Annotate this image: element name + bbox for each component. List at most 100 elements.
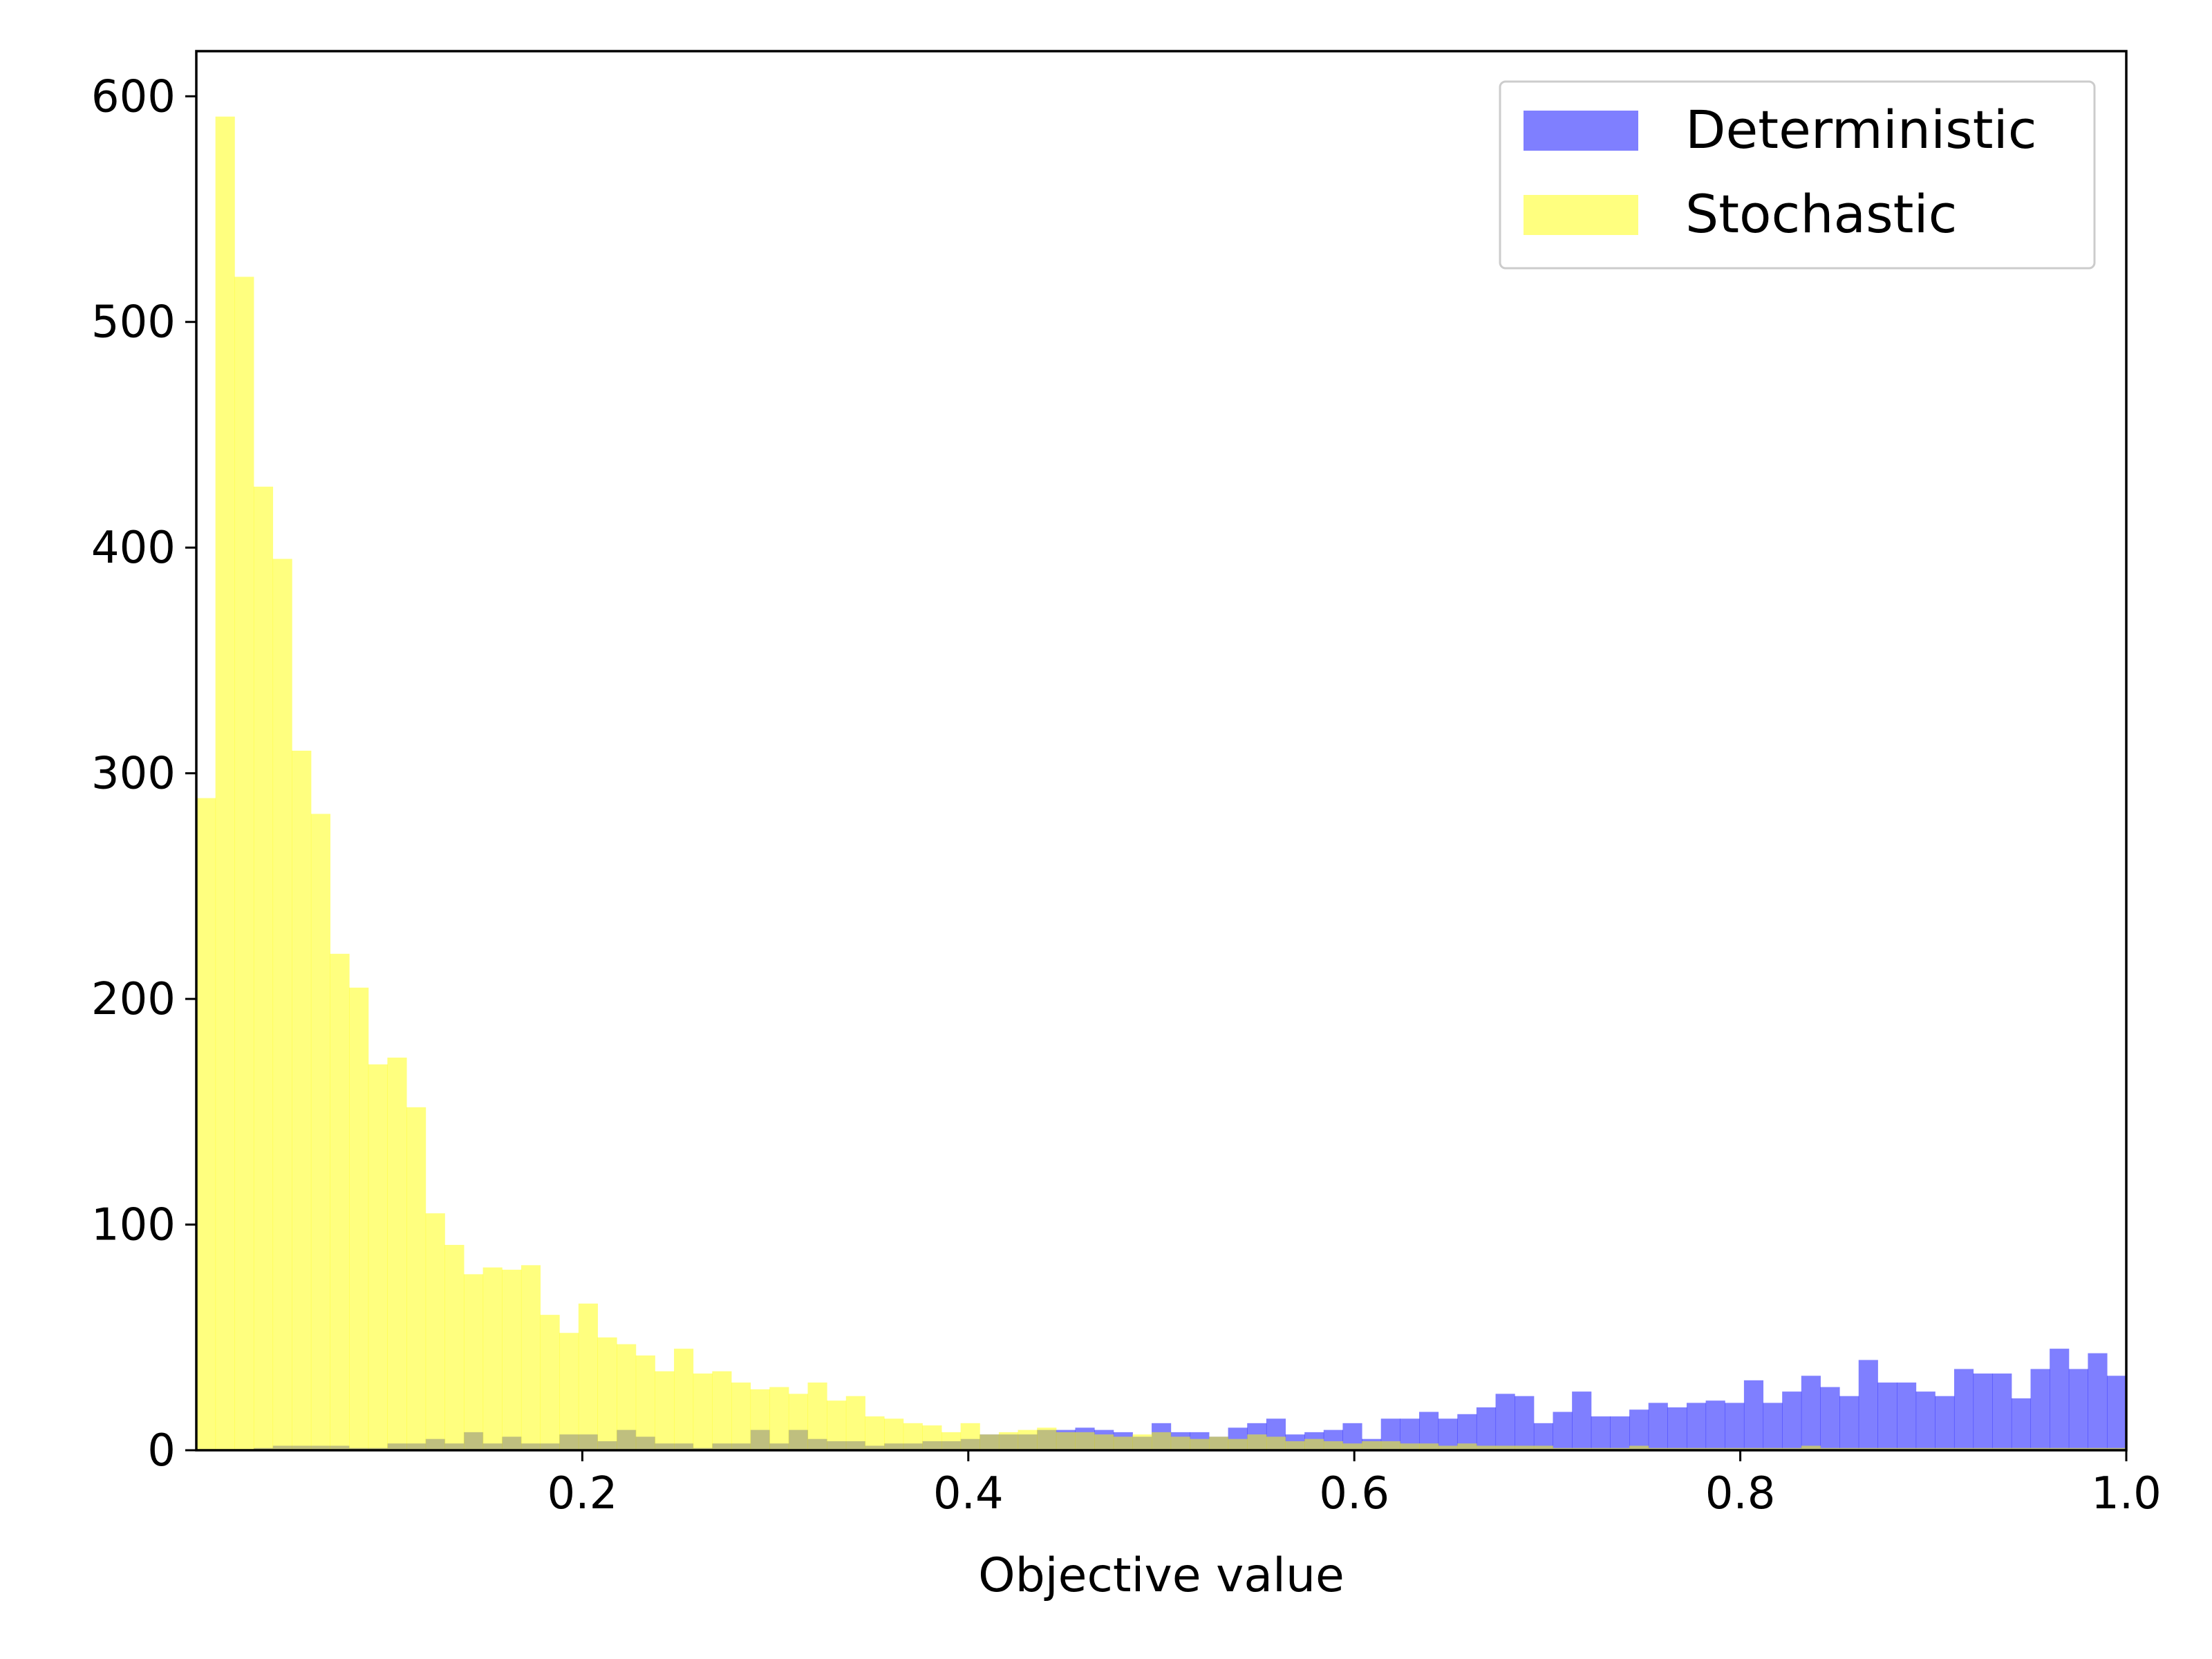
legend-swatch-deterministic [1524, 111, 1638, 151]
y-tick-label: 200 [91, 974, 176, 1025]
bar-stochastic-32 [807, 1382, 827, 1450]
bar-deterministic-93 [1973, 1374, 1993, 1450]
bar-stochastic-26 [693, 1374, 713, 1450]
x-axis-title: Objective value [978, 1548, 1344, 1603]
y-tick-label: 500 [91, 297, 176, 348]
x-tick-label: 0.6 [1319, 1468, 1389, 1519]
bar-stochastic-9 [368, 1064, 388, 1450]
bar-stochastic-60 [1342, 1443, 1362, 1450]
bar-deterministic-96 [2030, 1369, 2050, 1450]
bar-deterministic-75 [1629, 1409, 1649, 1450]
bar-deterministic-68 [1495, 1394, 1515, 1450]
bar-stochastic-2 [234, 276, 254, 1450]
bar-stochastic-4 [272, 559, 292, 1450]
bar-stochastic-33 [827, 1400, 847, 1450]
bar-stochastic-7 [330, 953, 350, 1450]
bar-stochastic-43 [1018, 1430, 1038, 1450]
bar-deterministic-65 [1438, 1418, 1458, 1450]
bar-deterministic-72 [1572, 1391, 1592, 1450]
bar-stochastic-29 [750, 1389, 770, 1450]
bar-stochastic-5 [292, 751, 312, 1450]
bar-deterministic-87 [1858, 1360, 1878, 1450]
bar-deterministic-89 [1897, 1382, 1917, 1450]
bar-deterministic-91 [1935, 1396, 1955, 1450]
bar-stochastic-19 [559, 1333, 579, 1450]
bar-deterministic-86 [1839, 1396, 1859, 1450]
bar-stochastic-11 [406, 1107, 427, 1450]
bar-stochastic-50 [1152, 1432, 1172, 1450]
bar-stochastic-61 [1362, 1441, 1382, 1450]
bar-stochastic-65 [1438, 1445, 1458, 1450]
x-tick-label: 1.0 [2091, 1468, 2162, 1519]
bar-deterministic-98 [2068, 1369, 2088, 1450]
bar-stochastic-62 [1380, 1441, 1400, 1450]
bar-deterministic-95 [2011, 1398, 2032, 1450]
bar-stochastic-66 [1457, 1443, 1477, 1450]
bar-deterministic-83 [1782, 1391, 1802, 1450]
legend: Deterministic Stochastic [1499, 80, 2096, 270]
bar-deterministic-71 [1553, 1412, 1573, 1450]
bar-deterministic-82 [1763, 1403, 1783, 1450]
bar-stochastic-40 [960, 1423, 980, 1450]
bar-deterministic-84 [1801, 1376, 1821, 1450]
bar-stochastic-47 [1094, 1434, 1114, 1450]
bar-deterministic-94 [1992, 1374, 2012, 1450]
legend-label-stochastic: Stochastic [1685, 183, 1957, 245]
bar-stochastic-53 [1208, 1436, 1229, 1450]
bar-deterministic-74 [1610, 1416, 1630, 1450]
bar-stochastic-52 [1190, 1438, 1210, 1450]
bar-stochastic-27 [712, 1371, 732, 1450]
bar-stochastic-68 [1495, 1445, 1515, 1450]
x-tick-label: 0.8 [1705, 1468, 1776, 1519]
bar-stochastic-49 [1132, 1434, 1152, 1450]
bar-stochastic-6 [310, 814, 330, 1450]
bar-deterministic-97 [2050, 1349, 2070, 1450]
bar-stochastic-37 [903, 1423, 923, 1450]
bar-deterministic-81 [1743, 1380, 1764, 1450]
bar-deterministic-78 [1686, 1403, 1707, 1450]
bar-stochastic-17 [521, 1265, 541, 1450]
bar-deterministic-100 [2107, 1376, 2127, 1450]
bar-stochastic-56 [1266, 1436, 1286, 1450]
bar-stochastic-63 [1400, 1443, 1420, 1450]
bar-stochastic-1 [215, 116, 235, 1450]
bar-stochastic-12 [425, 1213, 445, 1450]
bar-stochastic-55 [1247, 1434, 1267, 1450]
bar-stochastic-42 [998, 1432, 1019, 1450]
bar-stochastic-21 [597, 1337, 617, 1450]
bar-stochastic-69 [1515, 1445, 1535, 1450]
bar-stochastic-28 [731, 1382, 751, 1450]
legend-swatch-stochastic [1524, 195, 1638, 235]
y-tick-label: 100 [91, 1200, 176, 1251]
bar-stochastic-3 [253, 487, 274, 1450]
y-tick-label: 600 [91, 71, 176, 122]
bar-stochastic-41 [980, 1434, 1000, 1450]
bar-stochastic-70 [1533, 1445, 1553, 1450]
bar-deterministic-85 [1820, 1387, 1840, 1450]
bar-stochastic-10 [387, 1057, 407, 1450]
bar-stochastic-44 [1037, 1427, 1057, 1450]
bar-deterministic-80 [1725, 1403, 1745, 1450]
x-axis-ticks: 0.2 0.4 0.6 0.8 1.0 [547, 1450, 2162, 1519]
y-tick-label: 400 [91, 523, 176, 574]
bar-stochastic-59 [1323, 1441, 1343, 1450]
bar-stochastic-54 [1228, 1438, 1248, 1450]
bar-stochastic-75 [1629, 1445, 1649, 1450]
bar-stochastic-46 [1075, 1432, 1095, 1450]
y-tick-label: 0 [147, 1425, 176, 1477]
bar-stochastic-36 [884, 1418, 904, 1450]
bar-stochastic-58 [1304, 1438, 1324, 1450]
bar-stochastic-14 [463, 1274, 484, 1450]
bar-deterministic-88 [1877, 1382, 1897, 1450]
bar-deterministic-67 [1476, 1407, 1497, 1450]
y-tick-label: 300 [91, 749, 176, 800]
bar-stochastic-13 [444, 1244, 465, 1450]
bar-stochastic-30 [769, 1387, 789, 1450]
bar-deterministic-76 [1648, 1403, 1668, 1450]
bar-stochastic-35 [865, 1416, 885, 1450]
bar-stochastic-45 [1056, 1432, 1076, 1450]
bar-stochastic-16 [502, 1269, 522, 1450]
bar-stochastic-51 [1170, 1436, 1190, 1450]
bar-stochastic-39 [941, 1432, 962, 1450]
